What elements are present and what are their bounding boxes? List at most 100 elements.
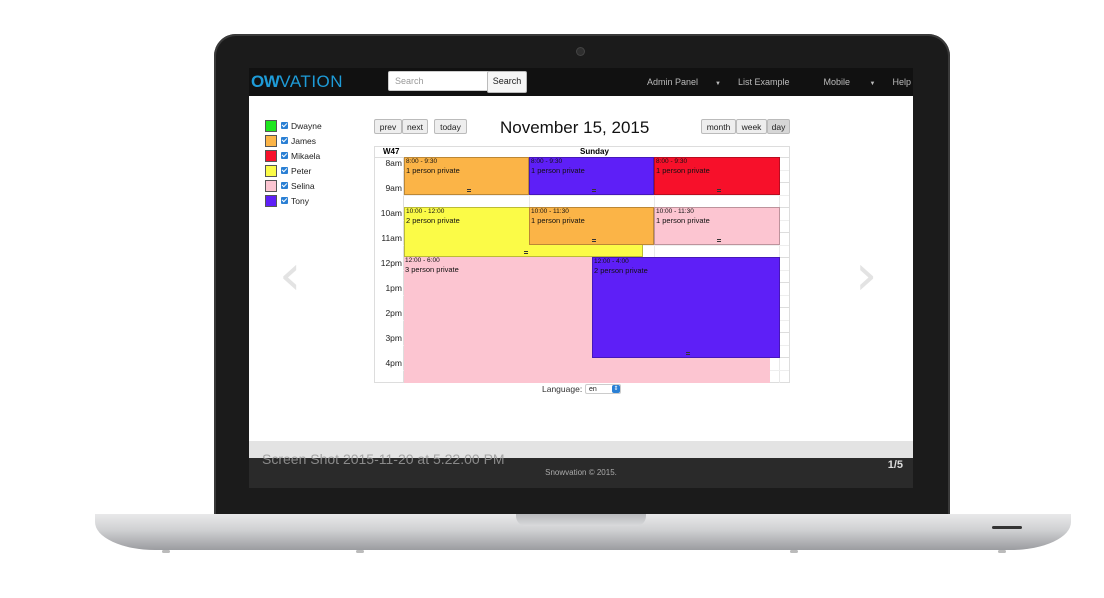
color-swatch: [265, 194, 277, 207]
carousel-prev-icon[interactable]: ‹: [279, 243, 302, 308]
calendar-event[interactable]: 10:00 - 11:30 1 person private: [529, 207, 654, 245]
legend-item[interactable]: James: [265, 133, 322, 148]
color-swatch: [265, 164, 277, 177]
time-label: 9am: [385, 183, 402, 193]
legend-label: Selina: [291, 180, 315, 191]
resize-handle-icon[interactable]: [717, 239, 721, 242]
resize-handle-icon[interactable]: [523, 251, 528, 254]
laptop-notch: [516, 514, 646, 526]
event-time: 8:00 - 9:30: [406, 158, 438, 165]
time-label: 10am: [380, 208, 402, 218]
language-label: Language:: [542, 384, 583, 394]
nav-mobile[interactable]: Mobile ▼: [807, 77, 876, 87]
event-description: 1 person private: [531, 166, 585, 175]
time-label: 11am: [381, 233, 402, 243]
resize-handle-icon[interactable]: [591, 189, 596, 192]
nav-list-example[interactable]: List Example: [737, 77, 790, 87]
legend-item[interactable]: Tony: [265, 193, 322, 208]
resize-handle-icon[interactable]: [686, 352, 690, 355]
legend-item[interactable]: Dwayne: [265, 118, 322, 133]
day-name: Sunday: [580, 147, 609, 156]
nav-admin-panel-label: Admin Panel: [646, 77, 699, 87]
navbar: OWVATION Search Admin Panel ▼ List Exampl…: [249, 68, 913, 96]
legend-checkbox[interactable]: [281, 152, 288, 159]
legend-item[interactable]: Selina: [265, 178, 322, 193]
color-swatch: [265, 149, 277, 162]
event-time: 12:00 - 6:00: [405, 257, 440, 264]
calendar-event[interactable]: 10:00 - 11:30 1 person private: [654, 207, 780, 245]
event-description: 1 person private: [406, 166, 460, 175]
event-description: 2 person private: [594, 266, 648, 275]
time-label: 12pm: [380, 258, 402, 268]
nav-mobile-label: Mobile: [823, 77, 851, 87]
calendar-event[interactable]: 8:00 - 9:30 1 person private: [404, 157, 529, 195]
legend-item[interactable]: Peter: [265, 163, 322, 178]
next-button[interactable]: next: [402, 119, 428, 134]
color-swatch: [265, 179, 277, 192]
nav-help[interactable]: Help: [892, 77, 911, 87]
brand-logo[interactable]: OWVATION: [251, 72, 343, 92]
event-description: 1 person private: [656, 166, 710, 175]
legend-label: Tony: [291, 195, 309, 206]
prev-button[interactable]: prev: [374, 119, 402, 134]
legend-label: James: [291, 135, 317, 146]
calendar-title: November 15, 2015: [500, 118, 650, 137]
slide-counter: 1/5: [887, 459, 903, 471]
event-description: 2 person private: [406, 216, 460, 225]
event-description: 3 person private: [405, 265, 459, 274]
event-time: 10:00 - 11:30: [656, 208, 694, 215]
time-label: 2pm: [385, 308, 402, 318]
time-label: 8am: [385, 158, 402, 168]
user-legend: Dwayne James Mikaela Peter Selina Tony: [265, 118, 322, 208]
footer-credit: Snowvation © 2015.: [545, 468, 617, 477]
event-description: 1 person private: [656, 216, 710, 225]
color-swatch: [265, 134, 277, 147]
resize-handle-icon[interactable]: [466, 189, 471, 192]
event-time: 10:00 - 12:00: [406, 208, 445, 215]
view-month-button[interactable]: month: [701, 119, 736, 134]
legend-item[interactable]: Mikaela: [265, 148, 322, 163]
camera-dot: [577, 48, 584, 55]
calendar-event[interactable]: 12:00 - 4:00 2 person private: [592, 257, 780, 358]
view-day-button[interactable]: day: [767, 119, 790, 134]
day-calendar: W47 Sunday 8am 9am 10am 11am 12pm 1pm 2pm 3pm 4p…: [374, 146, 790, 383]
time-label: 4pm: [385, 358, 402, 368]
logo-thin-text: VATION: [279, 72, 344, 91]
search-button[interactable]: Search: [487, 71, 527, 93]
carousel-next-icon[interactable]: ›: [855, 243, 878, 308]
legend-label: Dwayne: [291, 120, 322, 131]
half-hour-line: [403, 194, 789, 196]
laptop-indicator: [992, 526, 1022, 529]
search-input[interactable]: [388, 71, 490, 91]
language-select[interactable]: en ⇕: [585, 384, 621, 394]
legend-checkbox[interactable]: [281, 122, 288, 129]
legend-checkbox[interactable]: [281, 167, 288, 174]
color-swatch: [265, 119, 277, 132]
chevron-down-icon: ▼: [715, 81, 721, 87]
view-week-button[interactable]: week: [736, 119, 767, 134]
calendar-event[interactable]: 8:00 - 9:30 1 person private: [529, 157, 654, 195]
today-button[interactable]: today: [434, 119, 467, 134]
event-time: 12:00 - 4:00: [594, 258, 629, 265]
resize-handle-icon[interactable]: [717, 189, 721, 192]
calendar-event[interactable]: 8:00 - 9:30 1 person private: [654, 157, 780, 195]
chevron-down-icon: ▼: [869, 81, 876, 87]
legend-checkbox[interactable]: [281, 182, 288, 189]
screen: OWVATION Search Admin Panel ▼ List Exampl…: [249, 68, 913, 488]
week-number: W47: [383, 147, 400, 156]
time-label: 1pm: [385, 283, 402, 293]
laptop-foot: [162, 550, 170, 553]
event-time: 8:00 - 9:30: [656, 158, 688, 165]
screenshot-caption: Screen Shot 2015-11-20 at 5.22.00 PM: [262, 451, 505, 467]
resize-handle-icon[interactable]: [591, 239, 596, 242]
page-footer: [249, 458, 913, 488]
language-value: en: [589, 386, 597, 393]
logo-bold-text: OW: [251, 72, 280, 91]
event-time: 8:00 - 9:30: [531, 158, 563, 165]
select-arrow-icon: ⇕: [612, 385, 620, 393]
nav-admin-panel[interactable]: Admin Panel ▼: [630, 77, 721, 87]
laptop-foot: [998, 550, 1006, 553]
event-description: 1 person private: [531, 216, 585, 225]
legend-checkbox[interactable]: [281, 197, 288, 204]
legend-checkbox[interactable]: [281, 137, 288, 144]
